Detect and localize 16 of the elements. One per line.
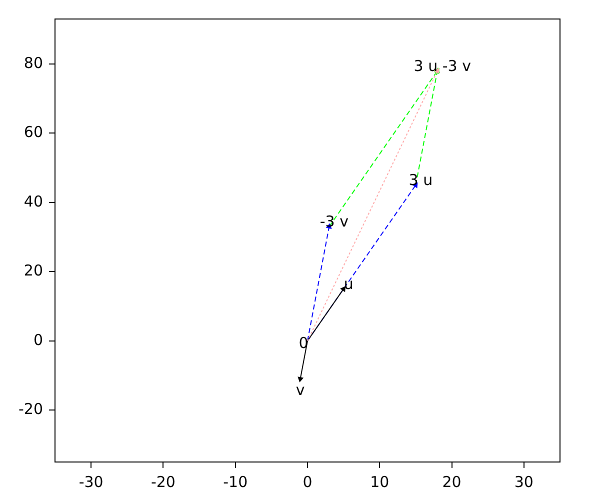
x-tick-label: 10 [370,472,390,491]
y-tick-label: 60 [24,123,43,142]
y-tick-label: 0 [33,330,43,349]
annotation: v [296,380,305,399]
x-tick-label: -30 [78,472,104,491]
y-tick-label: 80 [24,54,43,72]
x-tick-label: 0 [302,472,312,491]
annotation: 3 u -3 v [414,56,472,75]
y-tick-label: 40 [24,192,43,210]
y-tick-label: 20 [24,262,43,280]
x-tick-label: -10 [223,472,248,491]
y-tick-label: -20 [18,400,43,418]
x-tick-label: 30 [514,472,534,491]
x-tick-label: -20 [150,472,176,491]
x-tick-label: 20 [442,472,462,491]
annotation: u [344,274,354,293]
